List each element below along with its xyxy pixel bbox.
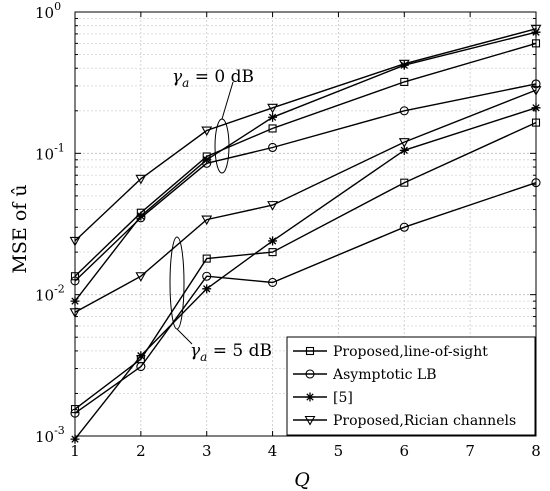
- series-line-6: [74, 107, 537, 440]
- annotation-leader-0db: [221, 81, 234, 120]
- series-line-1: [74, 83, 537, 282]
- annotation-sub-0db: a: [182, 76, 189, 90]
- y-tick-label: 10-3: [35, 424, 65, 446]
- legend-label: Asymptotic LB: [332, 367, 436, 383]
- legend-label: Proposed,line-of-sight: [333, 344, 488, 360]
- data-point-square: [202, 254, 211, 263]
- legend-box: [286, 336, 536, 436]
- data-point-triangle-down: [398, 138, 410, 148]
- annotation-layer: γa = 0 dB γa = 5 dB: [169, 67, 272, 364]
- annotation-leader-5db: [176, 328, 193, 345]
- annotation-gamma-0db: γ: [172, 67, 183, 87]
- annotation-sub-5db: a: [200, 350, 207, 364]
- legend-item: [5]: [293, 390, 353, 406]
- data-point-star: [136, 211, 146, 221]
- data-point-circle: [268, 142, 278, 153]
- data-point-star: [268, 112, 278, 122]
- data-point-star: [268, 236, 278, 246]
- legend: Proposed,line-of-sight Asymptotic LB [5] Pr…: [286, 336, 536, 436]
- data-point-square: [268, 124, 277, 133]
- x-tick-label: 7: [465, 442, 475, 460]
- data-point-triangle-down: [135, 174, 147, 185]
- legend-label: Proposed,Rician channels: [333, 413, 516, 429]
- x-tick-label: 5: [334, 442, 344, 460]
- series-line-2: [74, 31, 537, 302]
- data-point-triangle-down: [398, 59, 410, 70]
- y-tick-label: 100: [35, 0, 61, 22]
- series-line-3: [74, 28, 537, 242]
- plot-frame: [74, 11, 537, 437]
- data-point-triangle-down: [267, 103, 279, 114]
- x-tick-label: 1: [70, 442, 80, 460]
- data-point-star: [70, 434, 80, 444]
- series-line-4: [74, 121, 537, 410]
- x-tick-label: 2: [136, 442, 146, 460]
- data-point-square: [400, 77, 409, 86]
- x-axis-label: Q: [294, 469, 310, 491]
- data-point-circle: [399, 222, 409, 232]
- annotation-ellipse-5db: [169, 236, 185, 330]
- data-point-circle: [268, 277, 278, 288]
- data-point-triangle-down: [201, 126, 213, 137]
- legend-label: [5]: [333, 390, 353, 406]
- data-point-square: [400, 178, 409, 187]
- data-point-star: [399, 145, 409, 155]
- y-axis-label: MSE of û: [9, 184, 31, 273]
- tick-layer: 1 2 3 4 5 6 7 8 10-3 10-2 10-1 100: [35, 0, 541, 460]
- legend-marker-star: [305, 392, 315, 402]
- series-line-7: [74, 89, 537, 313]
- data-point-triangle-down: [267, 201, 279, 211]
- annotation-text-5db: = 5 dB: [207, 341, 272, 361]
- y-tick-label: 10-2: [35, 283, 65, 305]
- data-point-star: [136, 351, 146, 361]
- x-tick-label: 4: [268, 442, 278, 460]
- data-point-circle: [136, 362, 146, 372]
- data-point-star: [202, 155, 212, 165]
- legend-item: Asymptotic LB: [293, 367, 436, 383]
- annotation-gamma-5db: γ: [190, 341, 201, 361]
- series-layer: [74, 28, 537, 440]
- legend-marker-triangle-down: [304, 415, 316, 426]
- data-point-square: [268, 248, 277, 257]
- x-tick-label: 8: [531, 442, 541, 460]
- data-point-triangle-down: [135, 272, 147, 282]
- data-point-circle: [202, 271, 212, 281]
- data-point-circle: [399, 106, 409, 116]
- data-point-triangle-down: [201, 215, 213, 226]
- data-point-star: [202, 284, 212, 294]
- annotation-label-0db: γa = 0 dB: [172, 67, 254, 90]
- legend-item: Proposed,Rician channels: [293, 413, 516, 429]
- series-line-5: [74, 182, 537, 414]
- x-tick-label: 6: [400, 442, 410, 460]
- legend-item: Proposed,line-of-sight: [293, 344, 488, 360]
- data-point-star: [399, 60, 409, 70]
- legend-marker-square: [305, 346, 315, 356]
- y-tick-label: 10-1: [35, 141, 65, 163]
- annotation-text-0db: = 0 dB: [189, 67, 254, 87]
- legend-marker-circle: [305, 369, 315, 379]
- annotation-label-5db: γa = 5 dB: [190, 341, 272, 364]
- series-line-0: [74, 42, 537, 277]
- x-tick-label: 3: [202, 442, 212, 460]
